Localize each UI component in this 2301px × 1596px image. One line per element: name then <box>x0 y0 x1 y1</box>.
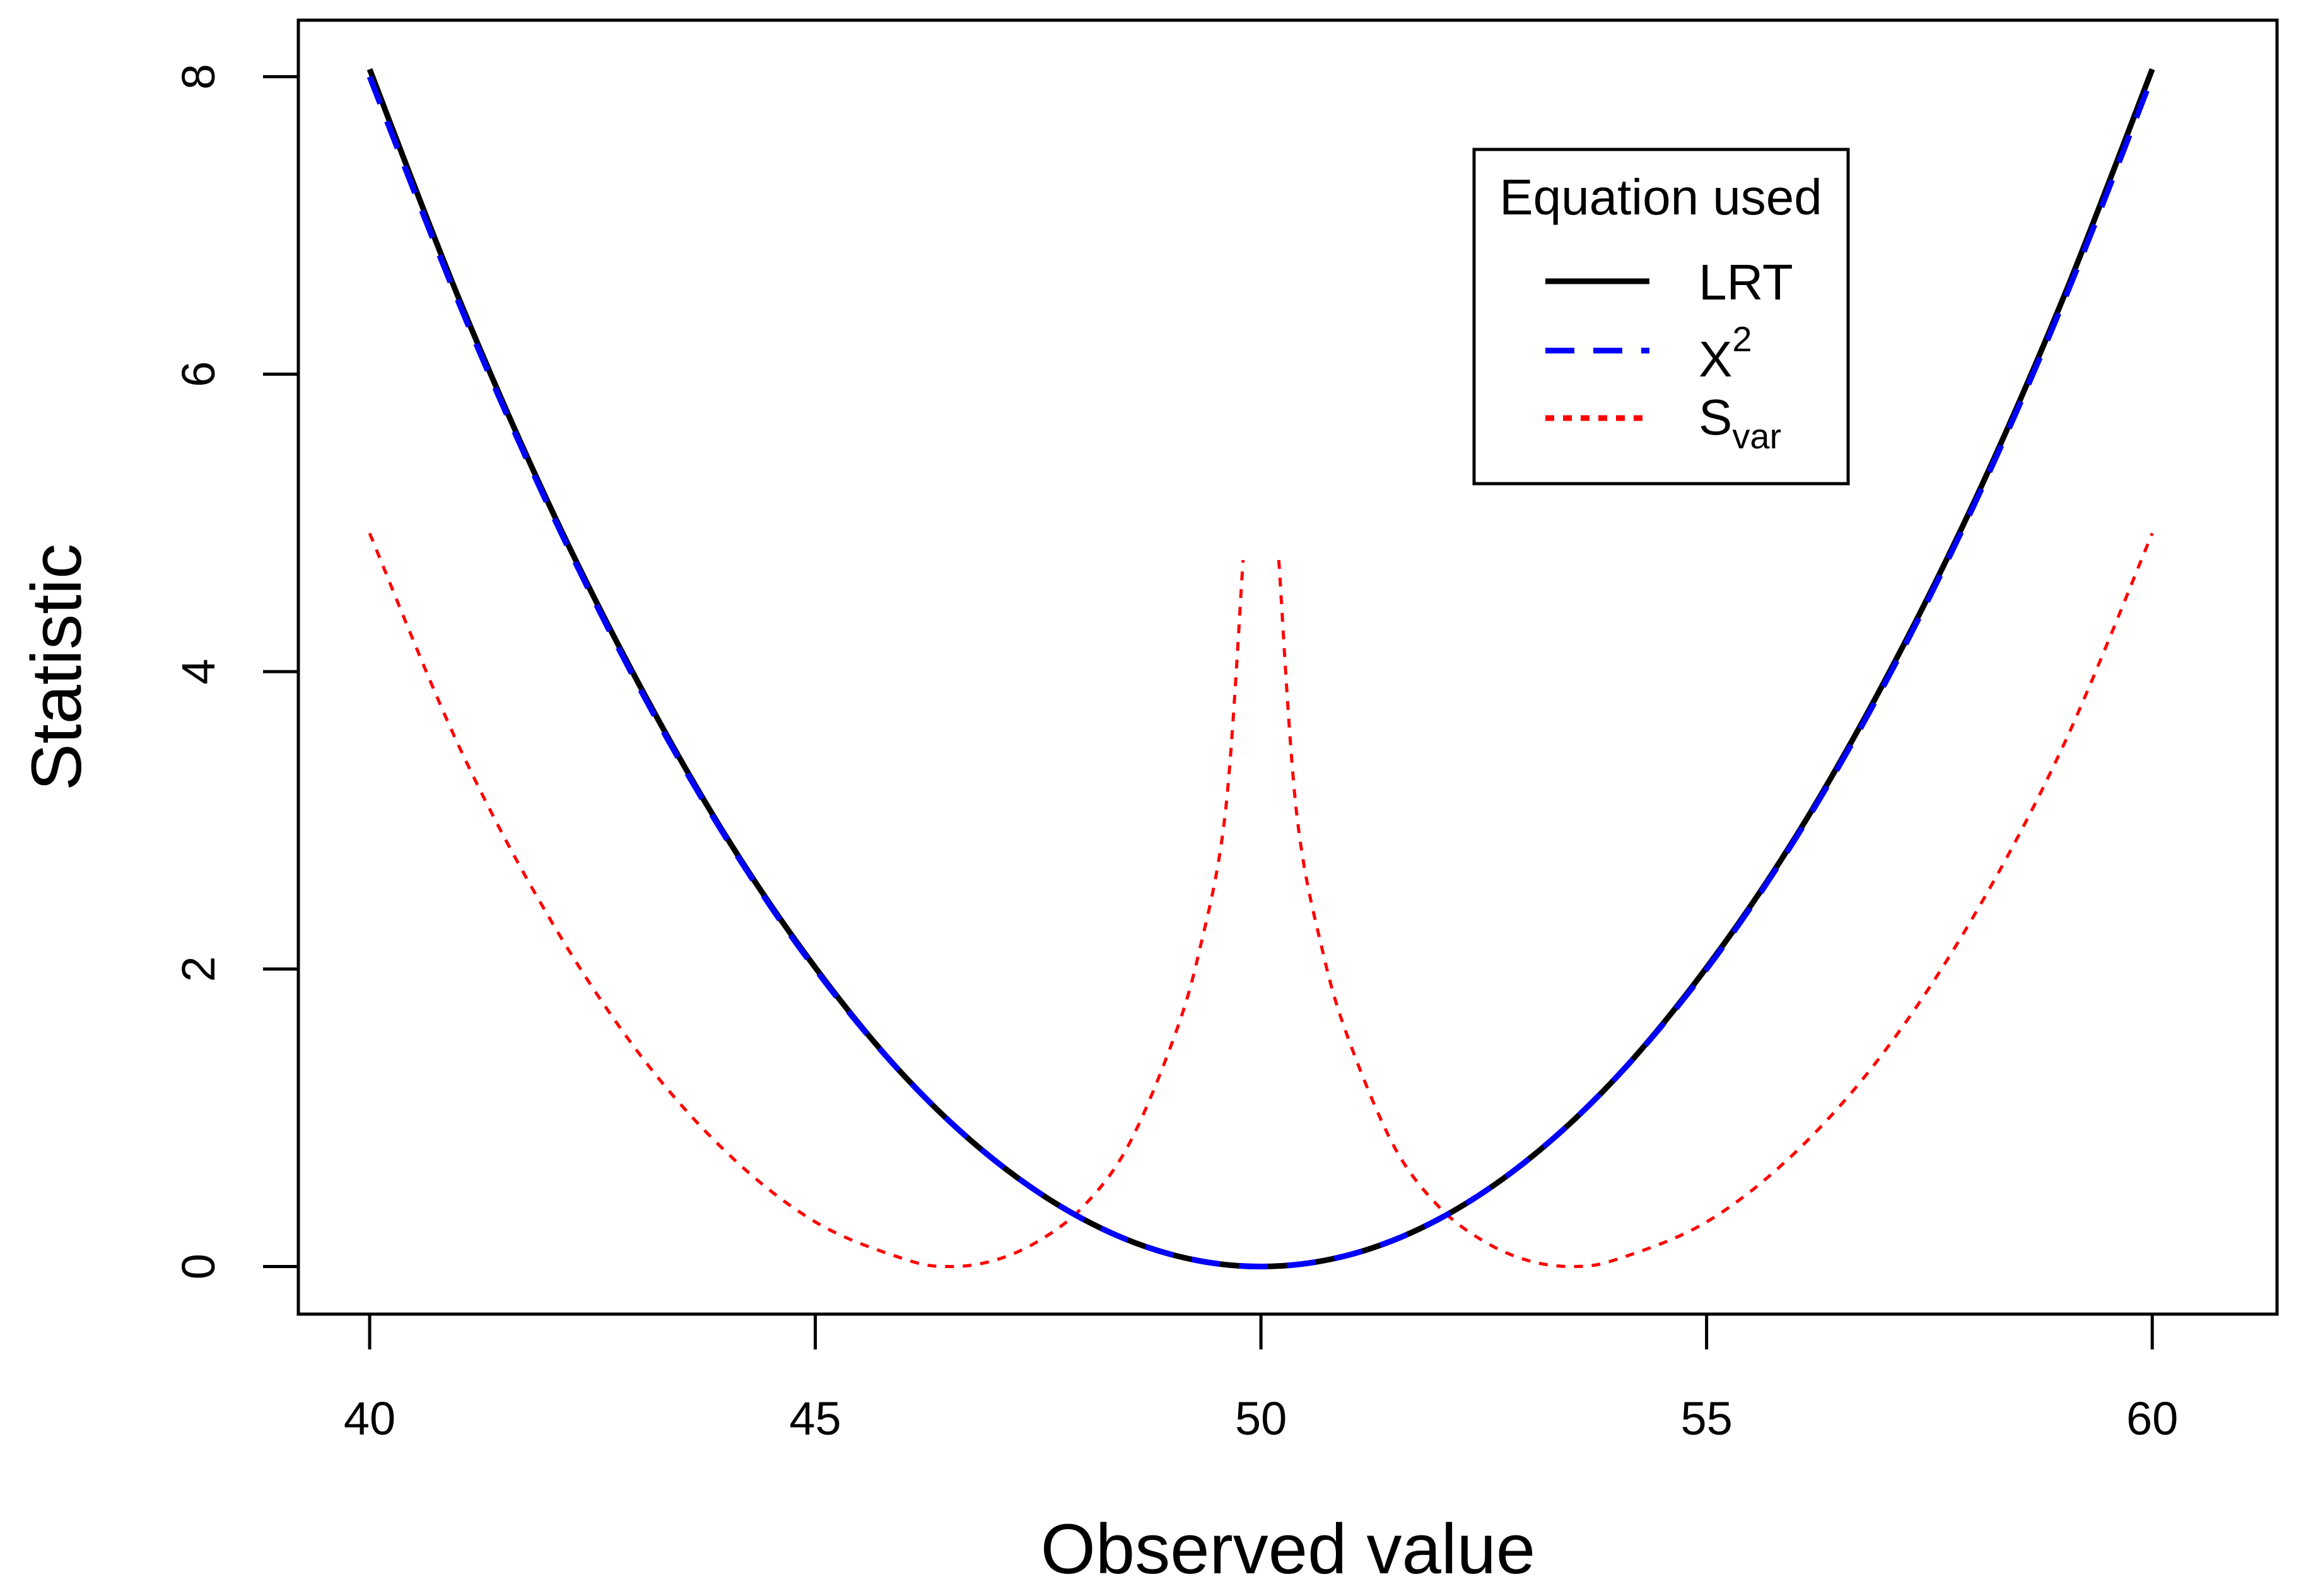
legend-label-svar-base: S <box>1699 389 1732 445</box>
y-tick-label: 4 <box>172 658 225 684</box>
legend-box <box>1472 148 1850 486</box>
legend-label-x2: X2 <box>1699 319 1752 387</box>
legend: Equation used LRT X2 Svar <box>1472 148 1850 486</box>
y-tick-label: 8 <box>172 64 225 90</box>
x-tick-label: 40 <box>344 1392 395 1445</box>
x-tick-label: 55 <box>1680 1392 1732 1445</box>
legend-title: Equation used <box>1499 169 1822 225</box>
series-svar-right-line <box>1277 532 2154 1269</box>
series-svar-left-line <box>368 532 1245 1269</box>
x-axis-title: Observed value <box>1041 1510 1535 1588</box>
x-tick-label: 45 <box>789 1392 841 1445</box>
plot-frame <box>296 18 2279 1316</box>
legend-label-svar-subscript: var <box>1732 416 1781 456</box>
x-axis: 40 45 50 55 60 <box>344 1312 2178 1445</box>
y-axis: 0 2 4 6 8 <box>172 64 300 1279</box>
series-x-line <box>366 75 2155 1269</box>
legend-label-svar: Svar <box>1699 389 1781 456</box>
series-lrt-line <box>366 68 2155 1269</box>
y-tick-label: 2 <box>172 956 225 982</box>
y-axis-title: Statistic <box>17 544 96 791</box>
y-tick-label: 0 <box>172 1254 225 1279</box>
x-tick-label: 60 <box>2126 1392 2178 1445</box>
y-tick-label: 6 <box>172 361 225 387</box>
series-layer <box>366 68 2155 1269</box>
legend-label-lrt: LRT <box>1699 254 1793 310</box>
x-tick-label: 50 <box>1235 1392 1287 1445</box>
legend-label-x2-base: X <box>1699 331 1732 387</box>
legend-label-x2-superscript: 2 <box>1732 319 1752 359</box>
